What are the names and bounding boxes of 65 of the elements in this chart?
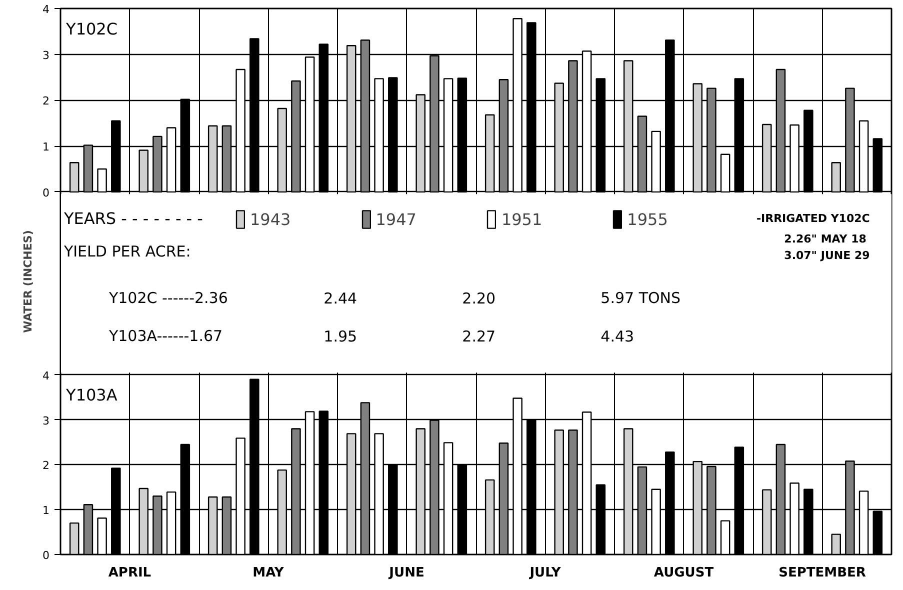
text: AUGUST: [654, 566, 714, 580]
bar: [277, 108, 287, 193]
bar: [623, 60, 634, 193]
bar: [498, 78, 509, 193]
text: Y102C: [65, 20, 118, 39]
y-axis-title: WATER (INCHES): [22, 230, 34, 333]
text: 4.43: [600, 328, 634, 346]
y-tick-label: 1: [42, 504, 50, 518]
text: 1.95: [324, 328, 358, 346]
bar: [152, 136, 162, 193]
text: MAY: [252, 566, 284, 580]
y-tick-label: 0: [42, 549, 50, 562]
bar: [692, 83, 702, 193]
y-tick-label: 1: [42, 140, 50, 154]
bar: [596, 78, 606, 193]
legend-label: 1955: [627, 210, 668, 228]
y-tick-label: 0: [42, 186, 50, 200]
y-tick-label: 2: [42, 459, 50, 472]
legend-title: YEARS - - - - - - - -: [62, 209, 203, 228]
y-tick-label: 3: [42, 414, 50, 428]
bar: [776, 68, 786, 193]
text: JULY: [528, 566, 562, 580]
bar: [416, 94, 426, 193]
y-tick-label: 4: [42, 369, 50, 382]
bar: [222, 125, 232, 193]
bar: [554, 82, 564, 193]
bar: [291, 80, 301, 193]
bar: [637, 116, 648, 193]
bar: [180, 98, 190, 193]
bar: [111, 120, 121, 193]
text: JUNE: [388, 566, 424, 580]
bar: [804, 110, 814, 193]
text: Y102C ------2.36: [108, 288, 228, 307]
text: 2.44: [324, 289, 358, 308]
bar: [69, 162, 80, 193]
y-tick-label: 3: [42, 48, 50, 62]
text: APRIL: [108, 566, 152, 580]
text: 2.26" MAY 18: [784, 232, 866, 246]
legend-label: 1947: [376, 210, 416, 228]
bar: [83, 144, 94, 193]
bar: [845, 88, 855, 193]
y-tick-label: 2: [42, 94, 50, 108]
bar: [457, 78, 468, 193]
bar: [208, 125, 218, 193]
bar: [568, 60, 578, 193]
bar: [388, 77, 398, 193]
text: Y103A: [65, 386, 118, 405]
legend-label: 1943: [250, 210, 291, 228]
text: 2.20: [462, 289, 496, 308]
text: 2.27: [462, 328, 496, 346]
y-tick-label: 4: [42, 3, 50, 16]
text: YIELD PER ACRE:: [62, 242, 191, 260]
bar: [484, 114, 495, 193]
text: 5.97 TONS: [600, 288, 681, 307]
bar: [762, 124, 772, 193]
text: 3.07" JUNE 29: [784, 248, 870, 262]
bar: [706, 88, 716, 193]
text: -IRRIGATED Y102C: [756, 212, 870, 226]
legend-label: 1951: [501, 210, 542, 228]
text: SEPTEMBER: [778, 566, 866, 580]
text: Y103A------1.67: [108, 327, 223, 346]
bar: [831, 162, 841, 193]
bar: [138, 150, 148, 193]
bar: [872, 138, 883, 193]
bar: [734, 78, 744, 193]
